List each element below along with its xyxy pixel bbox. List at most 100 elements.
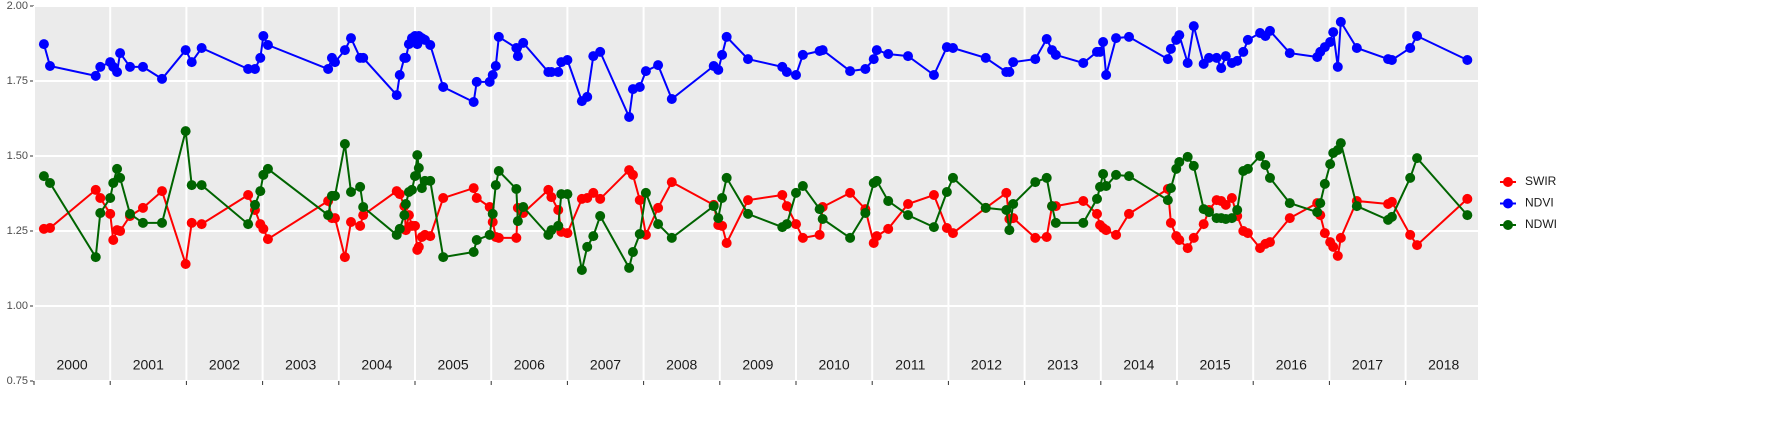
data-point [112,163,123,174]
data-point [125,208,136,219]
data-point [845,187,856,198]
data-point [180,259,191,269]
data-point [1412,153,1423,164]
data-point [358,52,369,63]
data-point [595,46,606,57]
data-point [105,208,116,219]
data-point [345,187,356,197]
data-point [1328,27,1339,38]
data-point [860,64,871,74]
data-point [258,223,269,234]
data-point [797,49,808,60]
data-point [883,196,894,206]
data-point [1319,228,1330,239]
legend-label: NDWI [1525,217,1557,231]
data-point [186,180,197,191]
data-point [1162,54,1173,65]
data-point [487,70,498,80]
data-point [1325,37,1336,47]
data-point [582,91,593,102]
data-point [845,66,856,77]
year-label: 2008 [666,357,697,373]
data-point [980,202,991,213]
data-point [1204,207,1215,218]
data-point [797,181,808,191]
data-point [511,232,522,243]
data-point [553,220,564,231]
data-point [1211,52,1222,63]
data-point [546,67,557,77]
data-point [490,180,501,191]
data-point [562,228,573,239]
data-point [355,181,366,192]
data-point [425,175,436,186]
data-point [438,252,449,263]
data-point [1386,211,1397,222]
data-point [562,55,573,65]
y-tick-label: 1.75 [7,75,28,87]
data-point [490,61,501,71]
data-point [871,175,882,186]
data-point [1030,54,1041,65]
data-point [38,39,49,50]
data-point [157,217,168,228]
data-point [742,195,753,206]
data-point [1008,199,1019,209]
data-point [255,52,266,63]
year-label: 2009 [742,357,773,373]
year-label: 2017 [1352,357,1383,373]
data-point [90,184,101,195]
data-point [871,45,882,56]
data-point [1405,172,1416,183]
data-point [742,54,753,65]
data-point [255,186,266,197]
data-point [1101,181,1112,191]
data-point [1008,57,1019,68]
data-point [115,226,126,236]
data-point [329,190,340,201]
data-point [781,201,792,212]
data-point [323,210,334,221]
data-point [624,262,635,273]
data-point [137,202,148,213]
data-point [410,171,421,182]
data-point [1351,43,1362,53]
data-point [95,193,106,203]
data-point [1315,198,1326,209]
data-point [1242,228,1253,239]
data-point [814,204,825,215]
data-point [1462,193,1473,204]
data-point [399,210,410,221]
data-point [1204,52,1215,63]
data-point [1098,37,1109,47]
data-point [1041,232,1052,242]
data-point [634,82,645,92]
data-point [546,192,557,203]
data-point [484,229,495,240]
year-label: 2014 [1123,357,1154,373]
data-point [1188,232,1199,243]
data-point [358,202,369,212]
data-point [791,187,802,198]
data-point [1386,55,1397,65]
data-point [742,208,753,219]
data-point [323,64,334,74]
data-point [653,60,664,71]
data-point [1351,201,1362,212]
data-point [400,199,411,209]
data-point [1182,243,1193,254]
data-point [394,223,405,234]
data-point [947,172,958,183]
data-point [1335,232,1346,243]
data-point [1226,193,1237,203]
data-point [413,163,424,173]
data-point [980,52,991,63]
data-point [339,45,350,56]
year-label: 2000 [57,357,88,373]
data-point [468,247,479,257]
data-point [1405,229,1416,240]
data-point [137,61,148,72]
data-point [105,193,116,203]
data-point [1165,217,1176,228]
data-point [512,216,523,227]
